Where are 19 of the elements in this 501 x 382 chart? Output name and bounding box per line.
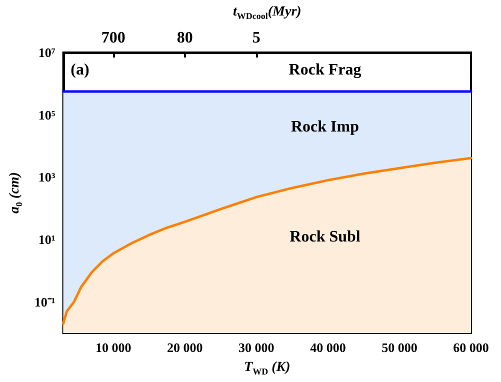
y-tick-label: 10¹ <box>38 232 56 247</box>
annotation: Rock Imp <box>290 118 360 136</box>
text: 5 <box>252 30 260 46</box>
annotation: (a) <box>70 62 90 78</box>
annotation: Rock Subl <box>290 228 361 246</box>
y-tick-label: 10³ <box>38 170 56 185</box>
annotation: Rock Frag <box>288 62 362 78</box>
x-tick-label: 10 000 <box>95 340 132 355</box>
x-tick-label: 40 000 <box>310 340 346 355</box>
y-axis-title: a0 (cm) <box>8 172 24 214</box>
x-tick-label: 60 000 <box>453 340 489 355</box>
y-tick-label: 10⁻¹ <box>34 294 56 310</box>
x-tick-label: 50 000 <box>382 340 418 355</box>
x-tick-label: 30 000 <box>238 340 274 355</box>
y-tick-label: 10⁵ <box>38 107 56 122</box>
y-tick-label: 10⁷ <box>38 45 56 60</box>
text: 80 <box>176 30 193 46</box>
x-tick-label: 20 000 <box>167 340 203 355</box>
text: 700 <box>101 30 126 46</box>
